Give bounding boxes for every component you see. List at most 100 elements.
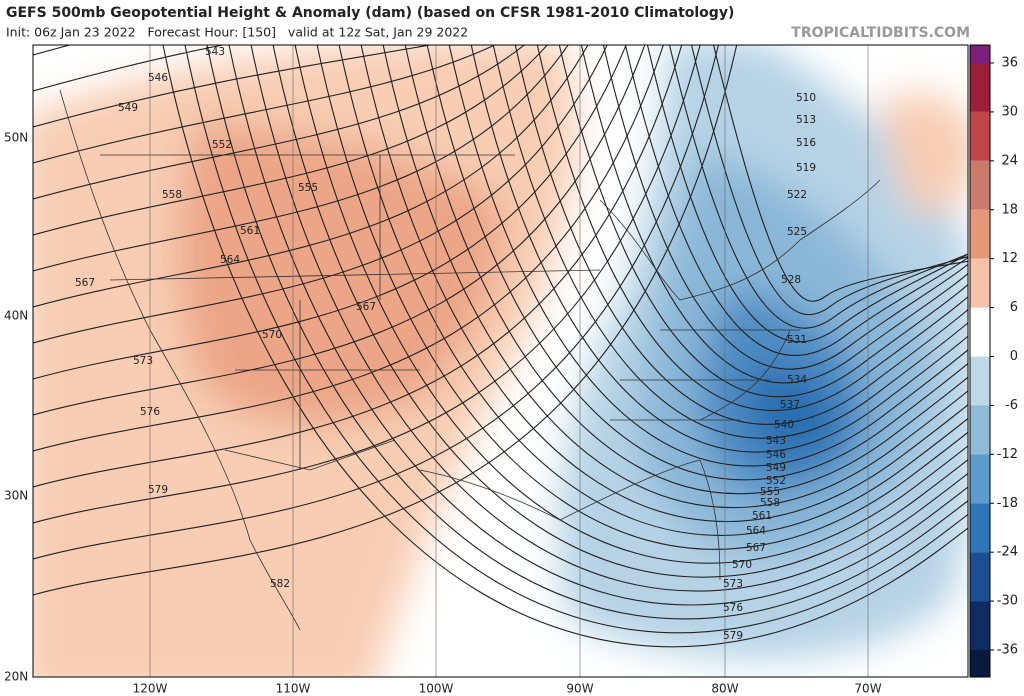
contour-line (33, 45, 738, 596)
colorbar-tick-label: 12 (1001, 251, 1018, 266)
colorbar-band (970, 405, 990, 455)
contour-line (33, 45, 683, 488)
contour-label: 567 (75, 277, 95, 289)
contour-label: 579 (148, 484, 168, 496)
subtitle: Init: 06z Jan 23 2022 Forecast Hour: [15… (6, 25, 468, 40)
contour-line (338, 45, 968, 536)
contour-label: 549 (766, 462, 786, 474)
lon-label: 90W (566, 682, 593, 696)
lat-label: 50N (4, 131, 28, 145)
contour-line (33, 45, 608, 344)
lat-label: 40N (4, 309, 28, 323)
contour-line (33, 45, 433, 128)
contour-label: 543 (205, 46, 225, 58)
contour-line (33, 45, 646, 416)
colorbar-tick-label: 0 (1010, 349, 1018, 364)
colorbar-tick-label: -30 (997, 594, 1018, 609)
contour-line (272, 45, 968, 578)
contour-label: 525 (787, 226, 807, 238)
contour-label: 528 (781, 274, 801, 286)
lat-label: 20N (4, 670, 28, 684)
contour-label: 567 (356, 301, 376, 313)
graticule (149, 45, 869, 677)
contour-label: 522 (787, 189, 807, 201)
contour-label: 573 (723, 578, 743, 590)
contour-label: 570 (262, 329, 282, 341)
colorbar-tick-label: -36 (997, 643, 1018, 658)
lon-label: 120W (133, 682, 168, 696)
colorbar: 36 30 24 18 12 6 0 -6 -12 -18 -24 -30 -36 (969, 44, 1018, 678)
contour-line (470, 45, 968, 453)
contour-line (558, 45, 968, 398)
colorbar-band (970, 503, 990, 553)
contour-label: 516 (796, 137, 816, 149)
contour-line (184, 45, 968, 634)
contour-label: 549 (118, 102, 138, 114)
map-frame (32, 44, 969, 678)
contour-line (33, 45, 589, 308)
colorbar-band (970, 601, 990, 650)
colorbar-band (970, 356, 990, 406)
contour-label: 579 (723, 630, 743, 642)
colorbar-band (970, 63, 990, 112)
contour-line (33, 45, 497, 164)
contour-label: 543 (766, 435, 786, 447)
lon-label: 100W (419, 682, 454, 696)
lat-label: 30N (4, 489, 28, 503)
contour-line (492, 45, 968, 439)
colorbar-tick-label: -18 (997, 496, 1018, 511)
contour-label: 576 (723, 602, 743, 614)
site-name: TROPICALTIDBITS.COM (791, 25, 970, 41)
contour-label: 552 (766, 475, 786, 487)
colorbar-tick-label: 36 (1001, 56, 1018, 71)
contour-label: 510 (796, 92, 816, 104)
contour-line (602, 45, 968, 370)
contour-line (33, 45, 569, 272)
contour-line (536, 45, 968, 411)
colorbar-tick-label: 18 (1001, 202, 1018, 217)
contour-line (206, 45, 968, 620)
colorbar-cap (970, 45, 990, 63)
contour-line (624, 45, 968, 356)
contour-label: 555 (760, 486, 780, 498)
contour-line (580, 45, 968, 384)
contour-line (514, 45, 968, 425)
contour-line (294, 45, 968, 564)
contour-line (33, 45, 701, 524)
contour-line (404, 45, 968, 495)
colorbar-band (970, 209, 990, 259)
contour-line (646, 45, 968, 343)
contour-label: 546 (766, 449, 786, 461)
contour-label: 555 (298, 182, 318, 194)
contour-line (250, 45, 968, 592)
colorbar-tick-label: 30 (1001, 104, 1018, 119)
colorbar-band (970, 552, 990, 602)
title: GEFS 500mb Geopotential Height & Anomaly… (6, 5, 734, 21)
contour-label: 540 (774, 419, 794, 431)
contour-label: 534 (787, 374, 807, 386)
contour-line (33, 45, 548, 236)
boundaries (59, 89, 881, 631)
contour-label: 558 (760, 497, 780, 509)
contour-line (382, 45, 968, 509)
lon-label: 110W (276, 682, 311, 696)
colorbar-tick-label: -12 (997, 447, 1018, 462)
contour-line (691, 45, 968, 316)
contour-label: 537 (780, 399, 800, 411)
contour-label: 546 (148, 72, 168, 84)
contour-line (360, 45, 968, 522)
colorbar-tick-label: 24 (1001, 153, 1018, 168)
contour-label: 564 (746, 525, 766, 537)
colorbar-cap (970, 650, 990, 677)
colorbar-tick-label: 6 (1010, 300, 1018, 315)
contour-label: 576 (140, 406, 160, 418)
lon-label: 70W (854, 682, 881, 696)
contour-label: 519 (796, 162, 816, 174)
contour-line (228, 45, 968, 606)
axis-labels: 50N 40N 30N 20N 120W 110W 100W 90W 80W 70W (4, 131, 882, 696)
contour-label: 552 (212, 139, 232, 151)
colorbar-tick-label: -6 (1005, 398, 1018, 413)
contour-label: 531 (787, 334, 807, 346)
contour-labels: 5435465495525585555615645675675705735765… (75, 46, 816, 642)
